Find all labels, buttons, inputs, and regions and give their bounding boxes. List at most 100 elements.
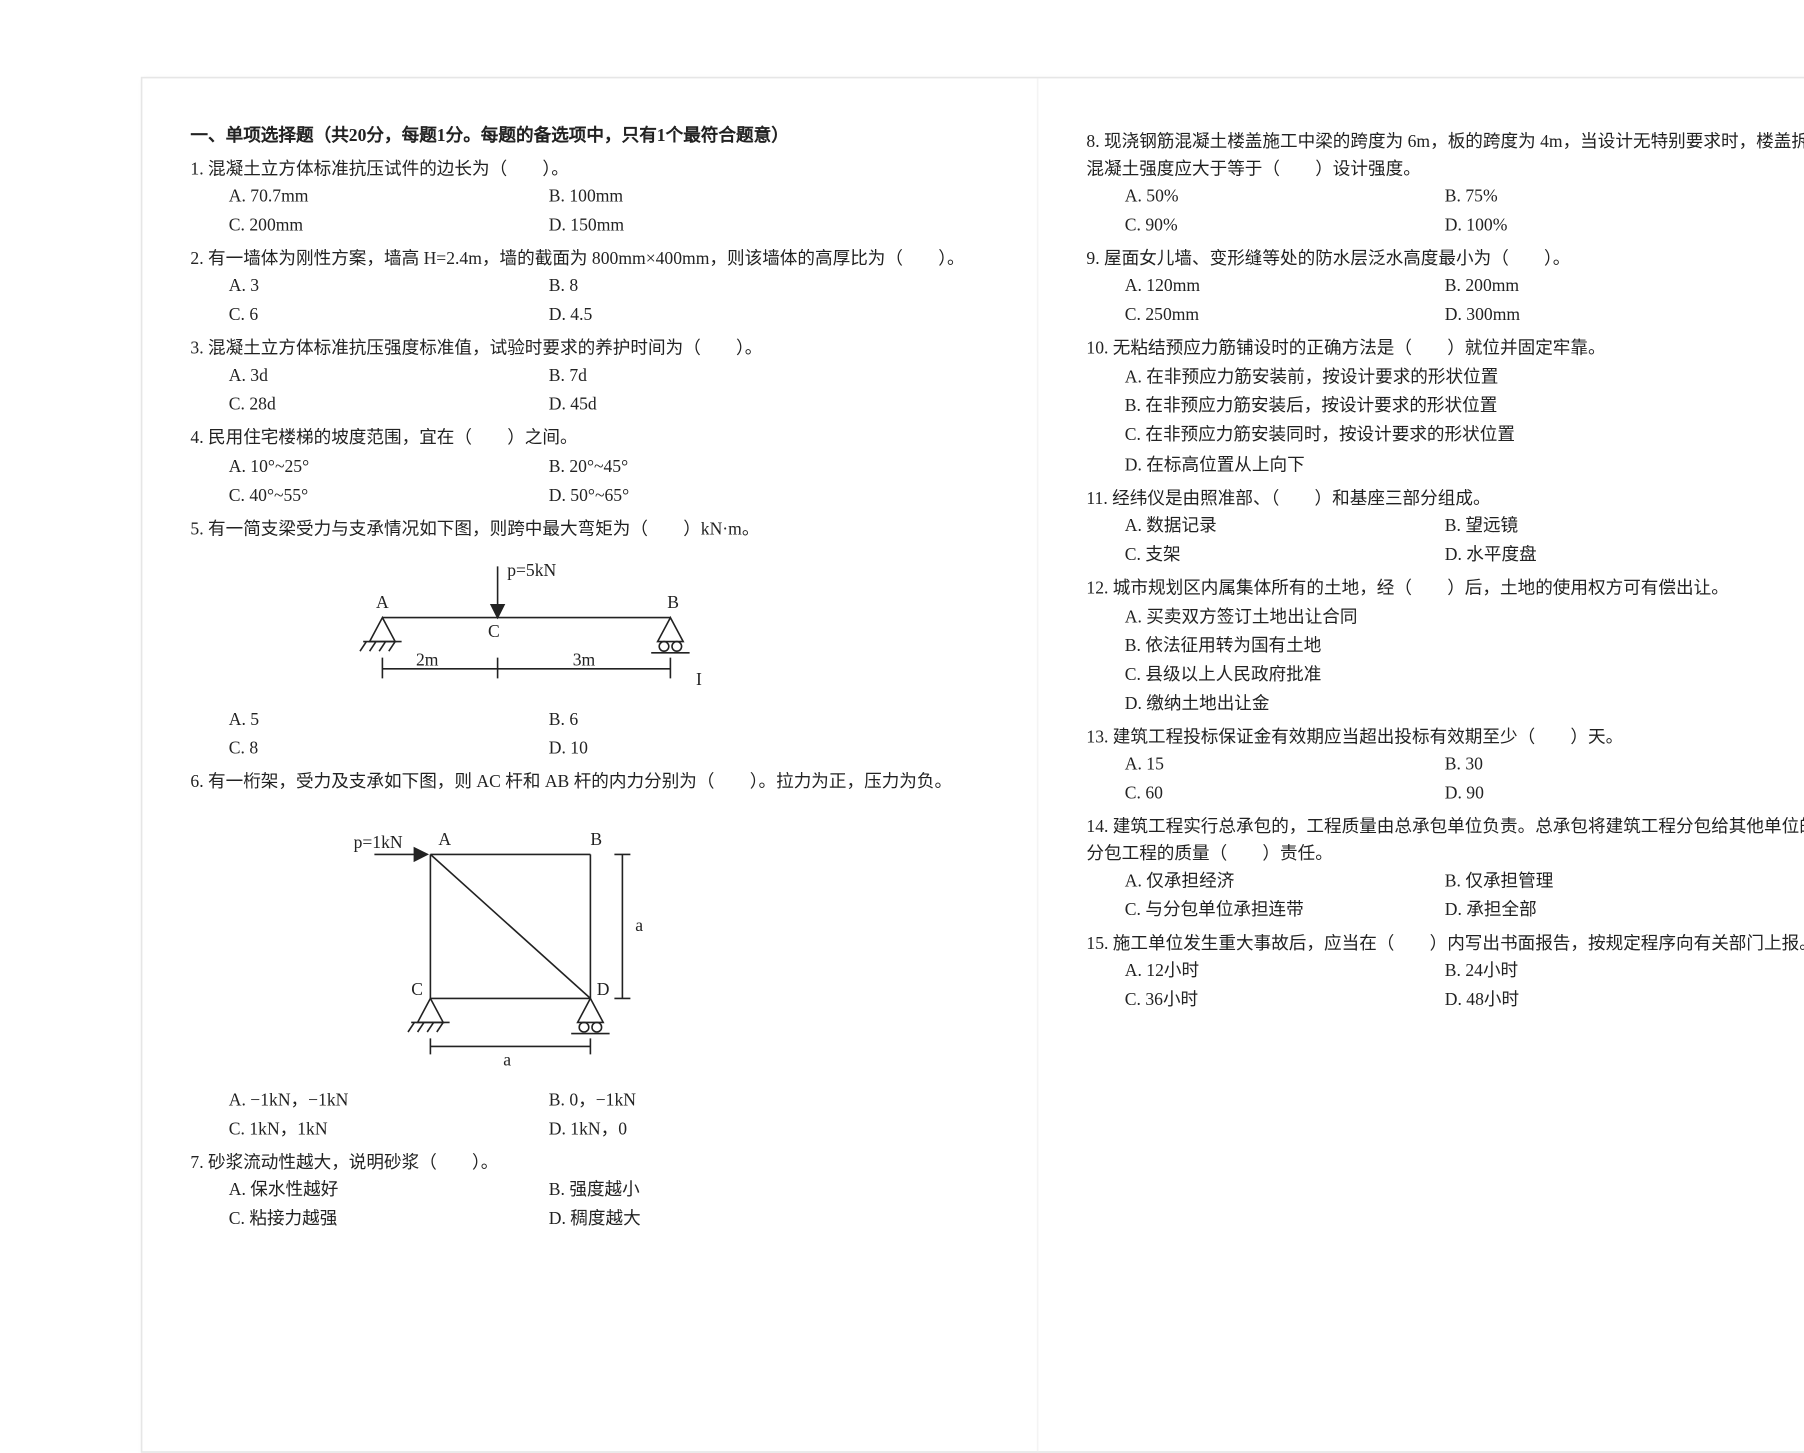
- opt-b: B. 30: [1445, 752, 1804, 779]
- question-6: 6. 有一桁架，受力及支承如下图，则 AC 杆和 AB 杆的内力分别为（ ）。拉…: [190, 769, 995, 1144]
- options: A. 3 B. 8 C. 6 D. 4.5: [190, 274, 995, 330]
- opt-a: A. 3d: [229, 364, 549, 391]
- options: A. 70.7mm B. 100mm C. 200mm D. 150mm: [190, 184, 995, 240]
- opt-c: C. 60: [1125, 781, 1445, 808]
- opt-b: B. 6: [549, 707, 995, 734]
- options: A. 10°~25° B. 20°~45° C. 40°~55° D. 50°~…: [190, 454, 995, 510]
- opt-a: A. −1kN，−1kN: [229, 1088, 549, 1115]
- opt-d: D. 45d: [549, 393, 995, 420]
- label-c: C: [488, 620, 500, 640]
- load-label: p=1kN: [354, 832, 403, 852]
- stem: 12. 城市规划区内属集体所有的土地，经（ ）后，土地的使用权方可有偿出让。: [1086, 576, 1804, 603]
- question-12: 12. 城市规划区内属集体所有的土地，经（ ）后，土地的使用权方可有偿出让。 A…: [1086, 576, 1804, 719]
- load-label: p=5kN: [507, 559, 556, 579]
- span2: 3m: [573, 649, 596, 669]
- opt-b: B. 望远镜: [1445, 513, 1804, 540]
- options: A. 15 B. 30 C. 60 D. 90: [1086, 752, 1804, 808]
- opt-d: D. 稠度越大: [549, 1206, 995, 1233]
- options: A. 在非预应力筋安装前，按设计要求的形状位置 B. 在非预应力筋安装后，按设计…: [1086, 365, 1804, 479]
- column-right: 8. 现浇钢筋混凝土楼盖施工中梁的跨度为 6m，板的跨度为 4m，当设计无特别要…: [1037, 78, 1804, 1451]
- label-b: B: [590, 828, 602, 848]
- question-11: 11. 经纬仪是由照准部、（ ）和基座三部分组成。 A. 数据记录 B. 望远镜…: [1086, 486, 1804, 569]
- stem: 10. 无粘结预应力筋铺设时的正确方法是（ ）就位并固定牢靠。: [1086, 337, 1804, 364]
- label-a: A: [438, 828, 451, 848]
- opt-c: C. 6: [229, 303, 549, 330]
- opt-c: C. 粘接力越强: [229, 1206, 549, 1233]
- stem: 13. 建筑工程投标保证金有效期应当超出投标有效期至少（ ）天。: [1086, 725, 1804, 752]
- dim-a-v: a: [635, 915, 643, 935]
- question-10: 10. 无粘结预应力筋铺设时的正确方法是（ ）就位并固定牢靠。 A. 在非预应力…: [1086, 337, 1804, 480]
- opt-c: C. 40°~55°: [229, 483, 549, 510]
- opt-d: D. 承担全部: [1445, 898, 1804, 925]
- opt-c: C. 1kN，1kN: [229, 1117, 549, 1144]
- opt-d: D. 4.5: [549, 303, 995, 330]
- opt-d: D. 1kN，0: [549, 1117, 995, 1144]
- truss-figure: p=1kN A B C D a a: [350, 806, 995, 1078]
- opt-a: A. 70.7mm: [229, 184, 549, 211]
- opt-d: D. 50°~65°: [549, 483, 995, 510]
- stem: 1. 混凝土立方体标准抗压试件的边长为（ ）。: [190, 157, 995, 184]
- section-title: 一、单项选择题（共20分，每题1分。每题的备选项中，只有1个最符合题意）: [190, 123, 995, 150]
- label-i: I: [696, 668, 702, 688]
- opt-a: A. 3: [229, 274, 549, 301]
- opt-b: B. 75%: [1445, 184, 1804, 211]
- options: A. 12小时 B. 24小时 C. 36小时 D. 48小时: [1086, 959, 1804, 1015]
- opt-b: B. 200mm: [1445, 274, 1804, 301]
- opt-c: C. 支架: [1125, 542, 1445, 569]
- dim-a-h: a: [503, 1049, 511, 1069]
- question-13: 13. 建筑工程投标保证金有效期应当超出投标有效期至少（ ）天。 A. 15 B…: [1086, 725, 1804, 808]
- opt-a: A. 10°~25°: [229, 454, 549, 481]
- stem: 3. 混凝土立方体标准抗压强度标准值，试验时要求的养护时间为（ ）。: [190, 337, 995, 364]
- opt-d: D. 90: [1445, 781, 1804, 808]
- options: A. 保水性越好 B. 强度越小 C. 粘接力越强 D. 稠度越大: [190, 1178, 995, 1234]
- label-b: B: [667, 591, 679, 611]
- opt-d: D. 100%: [1445, 213, 1804, 240]
- opt-b: B. 0，−1kN: [549, 1088, 995, 1115]
- opt-b: B. 依法征用转为国有土地: [1125, 633, 1804, 660]
- opt-b: B. 100mm: [549, 184, 995, 211]
- opt-d: D. 水平度盘: [1445, 542, 1804, 569]
- question-14: 14. 建筑工程实行总承包的，工程质量由总承包单位负责。总承包将建筑工程分包给其…: [1086, 815, 1804, 926]
- stem: 11. 经纬仪是由照准部、（ ）和基座三部分组成。: [1086, 486, 1804, 513]
- opt-c: C. 在非预应力筋安装同时，按设计要求的形状位置: [1125, 423, 1804, 450]
- stem: 2. 有一墙体为刚性方案，墙高 H=2.4m，墙的截面为 800mm×400mm…: [190, 247, 995, 274]
- column-left: 一、单项选择题（共20分，每题1分。每题的备选项中，只有1个最符合题意） 1. …: [142, 78, 1036, 1451]
- opt-a: A. 120mm: [1125, 274, 1445, 301]
- opt-c: C. 8: [229, 736, 549, 763]
- opt-a: A. 数据记录: [1125, 513, 1445, 540]
- opt-d: D. 48小时: [1445, 988, 1804, 1015]
- options: A. 3d B. 7d C. 28d D. 45d: [190, 364, 995, 420]
- question-7: 7. 砂浆流动性越大，说明砂浆（ ）。 A. 保水性越好 B. 强度越小 C. …: [190, 1150, 995, 1233]
- opt-a: A. 15: [1125, 752, 1445, 779]
- options: A. 数据记录 B. 望远镜 C. 支架 D. 水平度盘: [1086, 513, 1804, 569]
- opt-c: C. 36小时: [1125, 988, 1445, 1015]
- options: A. 120mm B. 200mm C. 250mm D. 300mm: [1086, 274, 1804, 330]
- question-1: 1. 混凝土立方体标准抗压试件的边长为（ ）。 A. 70.7mm B. 100…: [190, 157, 995, 240]
- opt-c: C. 200mm: [229, 213, 549, 240]
- stem: 7. 砂浆流动性越大，说明砂浆（ ）。: [190, 1150, 995, 1177]
- opt-a: A. 5: [229, 707, 549, 734]
- opt-b: B. 24小时: [1445, 959, 1804, 986]
- question-3: 3. 混凝土立方体标准抗压强度标准值，试验时要求的养护时间为（ ）。 A. 3d…: [190, 337, 995, 420]
- question-4: 4. 民用住宅楼梯的坡度范围，宜在（ ）之间。 A. 10°~25° B. 20…: [190, 426, 995, 509]
- stem: 4. 民用住宅楼梯的坡度范围，宜在（ ）之间。: [190, 426, 995, 453]
- opt-d: D. 在标高位置从上向下: [1125, 452, 1804, 479]
- stem: 8. 现浇钢筋混凝土楼盖施工中梁的跨度为 6m，板的跨度为 4m，当设计无特别要…: [1086, 130, 1804, 185]
- opt-b: B. 7d: [549, 364, 995, 391]
- opt-a: A. 在非预应力筋安装前，按设计要求的形状位置: [1125, 365, 1804, 392]
- stem: 5. 有一简支梁受力与支承情况如下图，则跨中最大弯矩为（ ）kN·m。: [190, 516, 995, 543]
- question-15: 15. 施工单位发生重大事故后，应当在（ ）内写出书面报告，按规定程序向有关部门…: [1086, 932, 1804, 1015]
- label-a: A: [376, 591, 389, 611]
- opt-b: B. 8: [549, 274, 995, 301]
- question-2: 2. 有一墙体为刚性方案，墙高 H=2.4m，墙的截面为 800mm×400mm…: [190, 247, 995, 330]
- options: A. 50% B. 75% C. 90% D. 100%: [1086, 184, 1804, 240]
- opt-b: B. 强度越小: [549, 1178, 995, 1205]
- stem: 9. 屋面女儿墙、变形缝等处的防水层泛水高度最小为（ ）。: [1086, 247, 1804, 274]
- options: A. −1kN，−1kN B. 0，−1kN C. 1kN，1kN D. 1kN…: [190, 1088, 995, 1144]
- opt-c: C. 90%: [1125, 213, 1445, 240]
- label-c: C: [411, 979, 423, 999]
- opt-d: D. 300mm: [1445, 303, 1804, 330]
- opt-d: D. 150mm: [549, 213, 995, 240]
- opt-b: B. 20°~45°: [549, 454, 995, 481]
- opt-c: C. 县级以上人民政府批准: [1125, 662, 1804, 689]
